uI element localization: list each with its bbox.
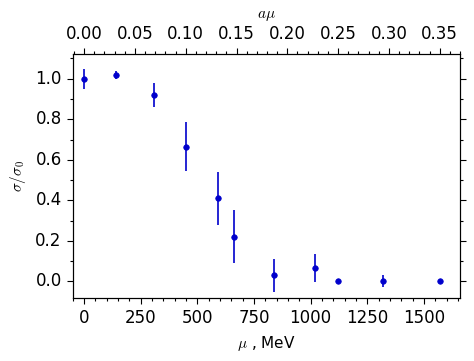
X-axis label: $\mu$ , MeV: $\mu$ , MeV <box>237 334 296 353</box>
Y-axis label: $\sigma/\sigma_0$: $\sigma/\sigma_0$ <box>9 160 28 192</box>
X-axis label: $a\mu$: $a\mu$ <box>257 8 276 23</box>
